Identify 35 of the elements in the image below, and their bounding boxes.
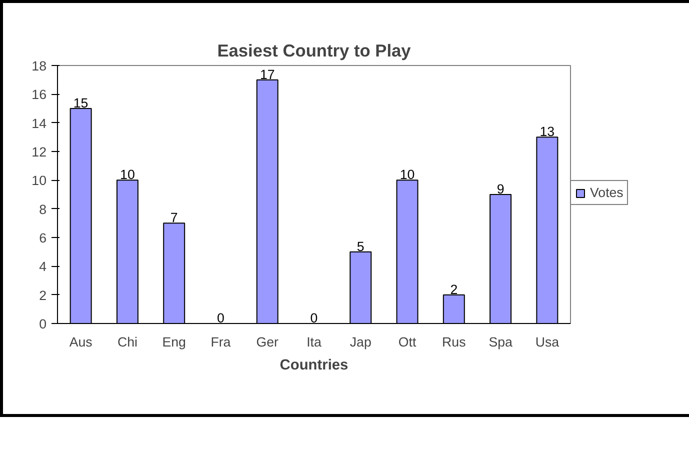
- y-tick-label: 14: [32, 116, 48, 131]
- x-tick-label: Aus: [69, 334, 93, 350]
- legend-label: Votes: [590, 185, 624, 200]
- y-tick-label: 0: [39, 316, 47, 332]
- data-label: 10: [120, 167, 135, 182]
- data-label: 15: [73, 96, 88, 110]
- data-label: 7: [170, 210, 178, 226]
- x-tick-label: Rus: [442, 334, 466, 350]
- data-label: 17: [260, 66, 275, 82]
- data-label: 0: [310, 310, 318, 326]
- data-label: 0: [217, 310, 224, 326]
- y-tick-label: 2: [39, 288, 47, 303]
- x-tick-label: Usa: [535, 334, 560, 350]
- data-label: 13: [540, 124, 555, 140]
- y-tick-label: 12: [32, 144, 47, 160]
- x-tick-label: Fra: [210, 334, 232, 350]
- y-tick-label: 8: [39, 202, 47, 217]
- x-tick-label: Chi: [117, 334, 138, 350]
- y-tick-label: 16: [32, 87, 47, 102]
- x-tick-label: Jap: [350, 334, 372, 350]
- x-tick-label: Ger: [256, 334, 280, 350]
- data-label: 10: [400, 167, 415, 182]
- data-label: 9: [496, 182, 504, 196]
- data-label: 5: [356, 238, 364, 254]
- y-tick-label: 6: [39, 230, 47, 246]
- y-tick-label: 4: [39, 259, 48, 274]
- x-axis-title: Countries: [280, 358, 348, 374]
- y-tick-label: 10: [32, 173, 47, 188]
- x-tick-label: Eng: [162, 334, 186, 350]
- y-tick-label: 18: [32, 58, 47, 74]
- chart-title: Easiest Country to Play: [217, 40, 412, 60]
- x-tick-label: Spa: [488, 334, 513, 350]
- x-tick-label: Ita: [306, 334, 322, 350]
- x-tick-label: Ott: [398, 334, 416, 350]
- data-label: 2: [450, 282, 458, 297]
